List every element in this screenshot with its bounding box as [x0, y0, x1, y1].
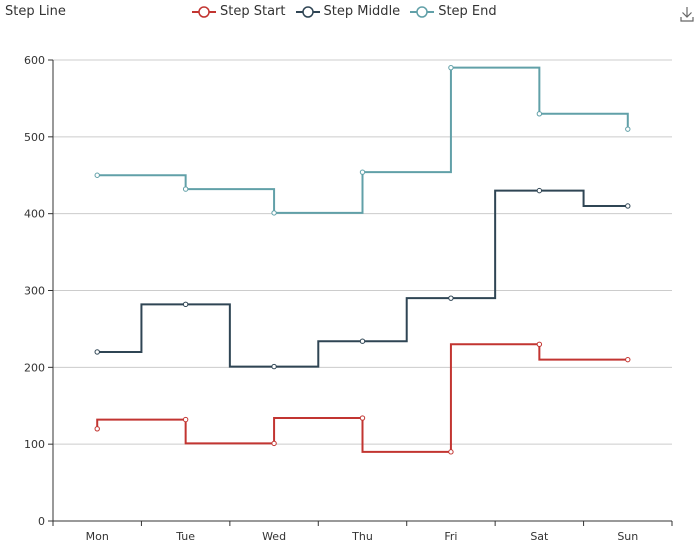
- legend-item-step-middle[interactable]: Step Middle: [295, 4, 401, 19]
- y-tick-label: 400: [24, 208, 45, 221]
- y-tick-label: 100: [24, 438, 45, 451]
- legend-item-step-end[interactable]: Step End: [410, 4, 497, 19]
- y-tick-label: 300: [24, 285, 45, 298]
- data-point-step-start: [448, 449, 454, 455]
- download-icon[interactable]: [680, 6, 694, 22]
- data-point-step-start: [625, 356, 631, 363]
- data-point-step-middle: [625, 203, 631, 209]
- chart-title: Step Line: [5, 4, 66, 19]
- data-point-step-end: [625, 126, 631, 132]
- x-tick-label: Wed: [262, 530, 286, 543]
- data-point-step-end: [271, 210, 277, 216]
- legend-symbol-step-start: [192, 5, 216, 18]
- legend-symbol-step-end: [410, 5, 435, 18]
- legend-item-step-start[interactable]: Step Start: [192, 4, 286, 19]
- data-point-step-start: [182, 416, 189, 423]
- y-tick-label: 0: [38, 515, 45, 528]
- y-tick-label: 200: [24, 361, 45, 374]
- data-point-step-end: [448, 64, 454, 71]
- series-line-step-start: [96, 343, 628, 453]
- x-tick-label: Sat: [530, 530, 549, 543]
- x-tick-label: Mon: [86, 530, 109, 543]
- data-point-step-start: [359, 415, 366, 421]
- y-tick-label: 500: [24, 131, 45, 144]
- data-point-step-middle: [536, 187, 543, 194]
- data-point-step-start: [536, 341, 543, 347]
- data-point-step-end: [94, 172, 100, 178]
- x-tick-label: Tue: [175, 530, 195, 543]
- x-tick-label: Thu: [351, 530, 373, 543]
- legend-symbol-step-middle: [295, 5, 320, 18]
- data-point-step-middle: [182, 301, 189, 308]
- x-tick-label: Sun: [617, 530, 638, 543]
- data-point-step-middle: [448, 295, 454, 301]
- y-tick-label: 600: [24, 54, 45, 67]
- legend: Step Start Step Middle Step End: [192, 4, 507, 19]
- x-tick-label: Fri: [444, 530, 457, 543]
- legend-label-step-end: Step End: [438, 4, 497, 19]
- data-point-step-middle: [94, 349, 100, 355]
- data-point-step-middle: [359, 338, 366, 344]
- data-point-step-end: [359, 169, 366, 175]
- data-point-step-start: [271, 440, 277, 447]
- data-point-step-start: [94, 426, 100, 432]
- data-point-step-end: [536, 111, 543, 117]
- legend-label-step-middle: Step Middle: [323, 4, 401, 19]
- data-point-step-end: [182, 186, 189, 192]
- data-point-step-middle: [271, 363, 277, 370]
- legend-label-step-start: Step Start: [220, 4, 286, 19]
